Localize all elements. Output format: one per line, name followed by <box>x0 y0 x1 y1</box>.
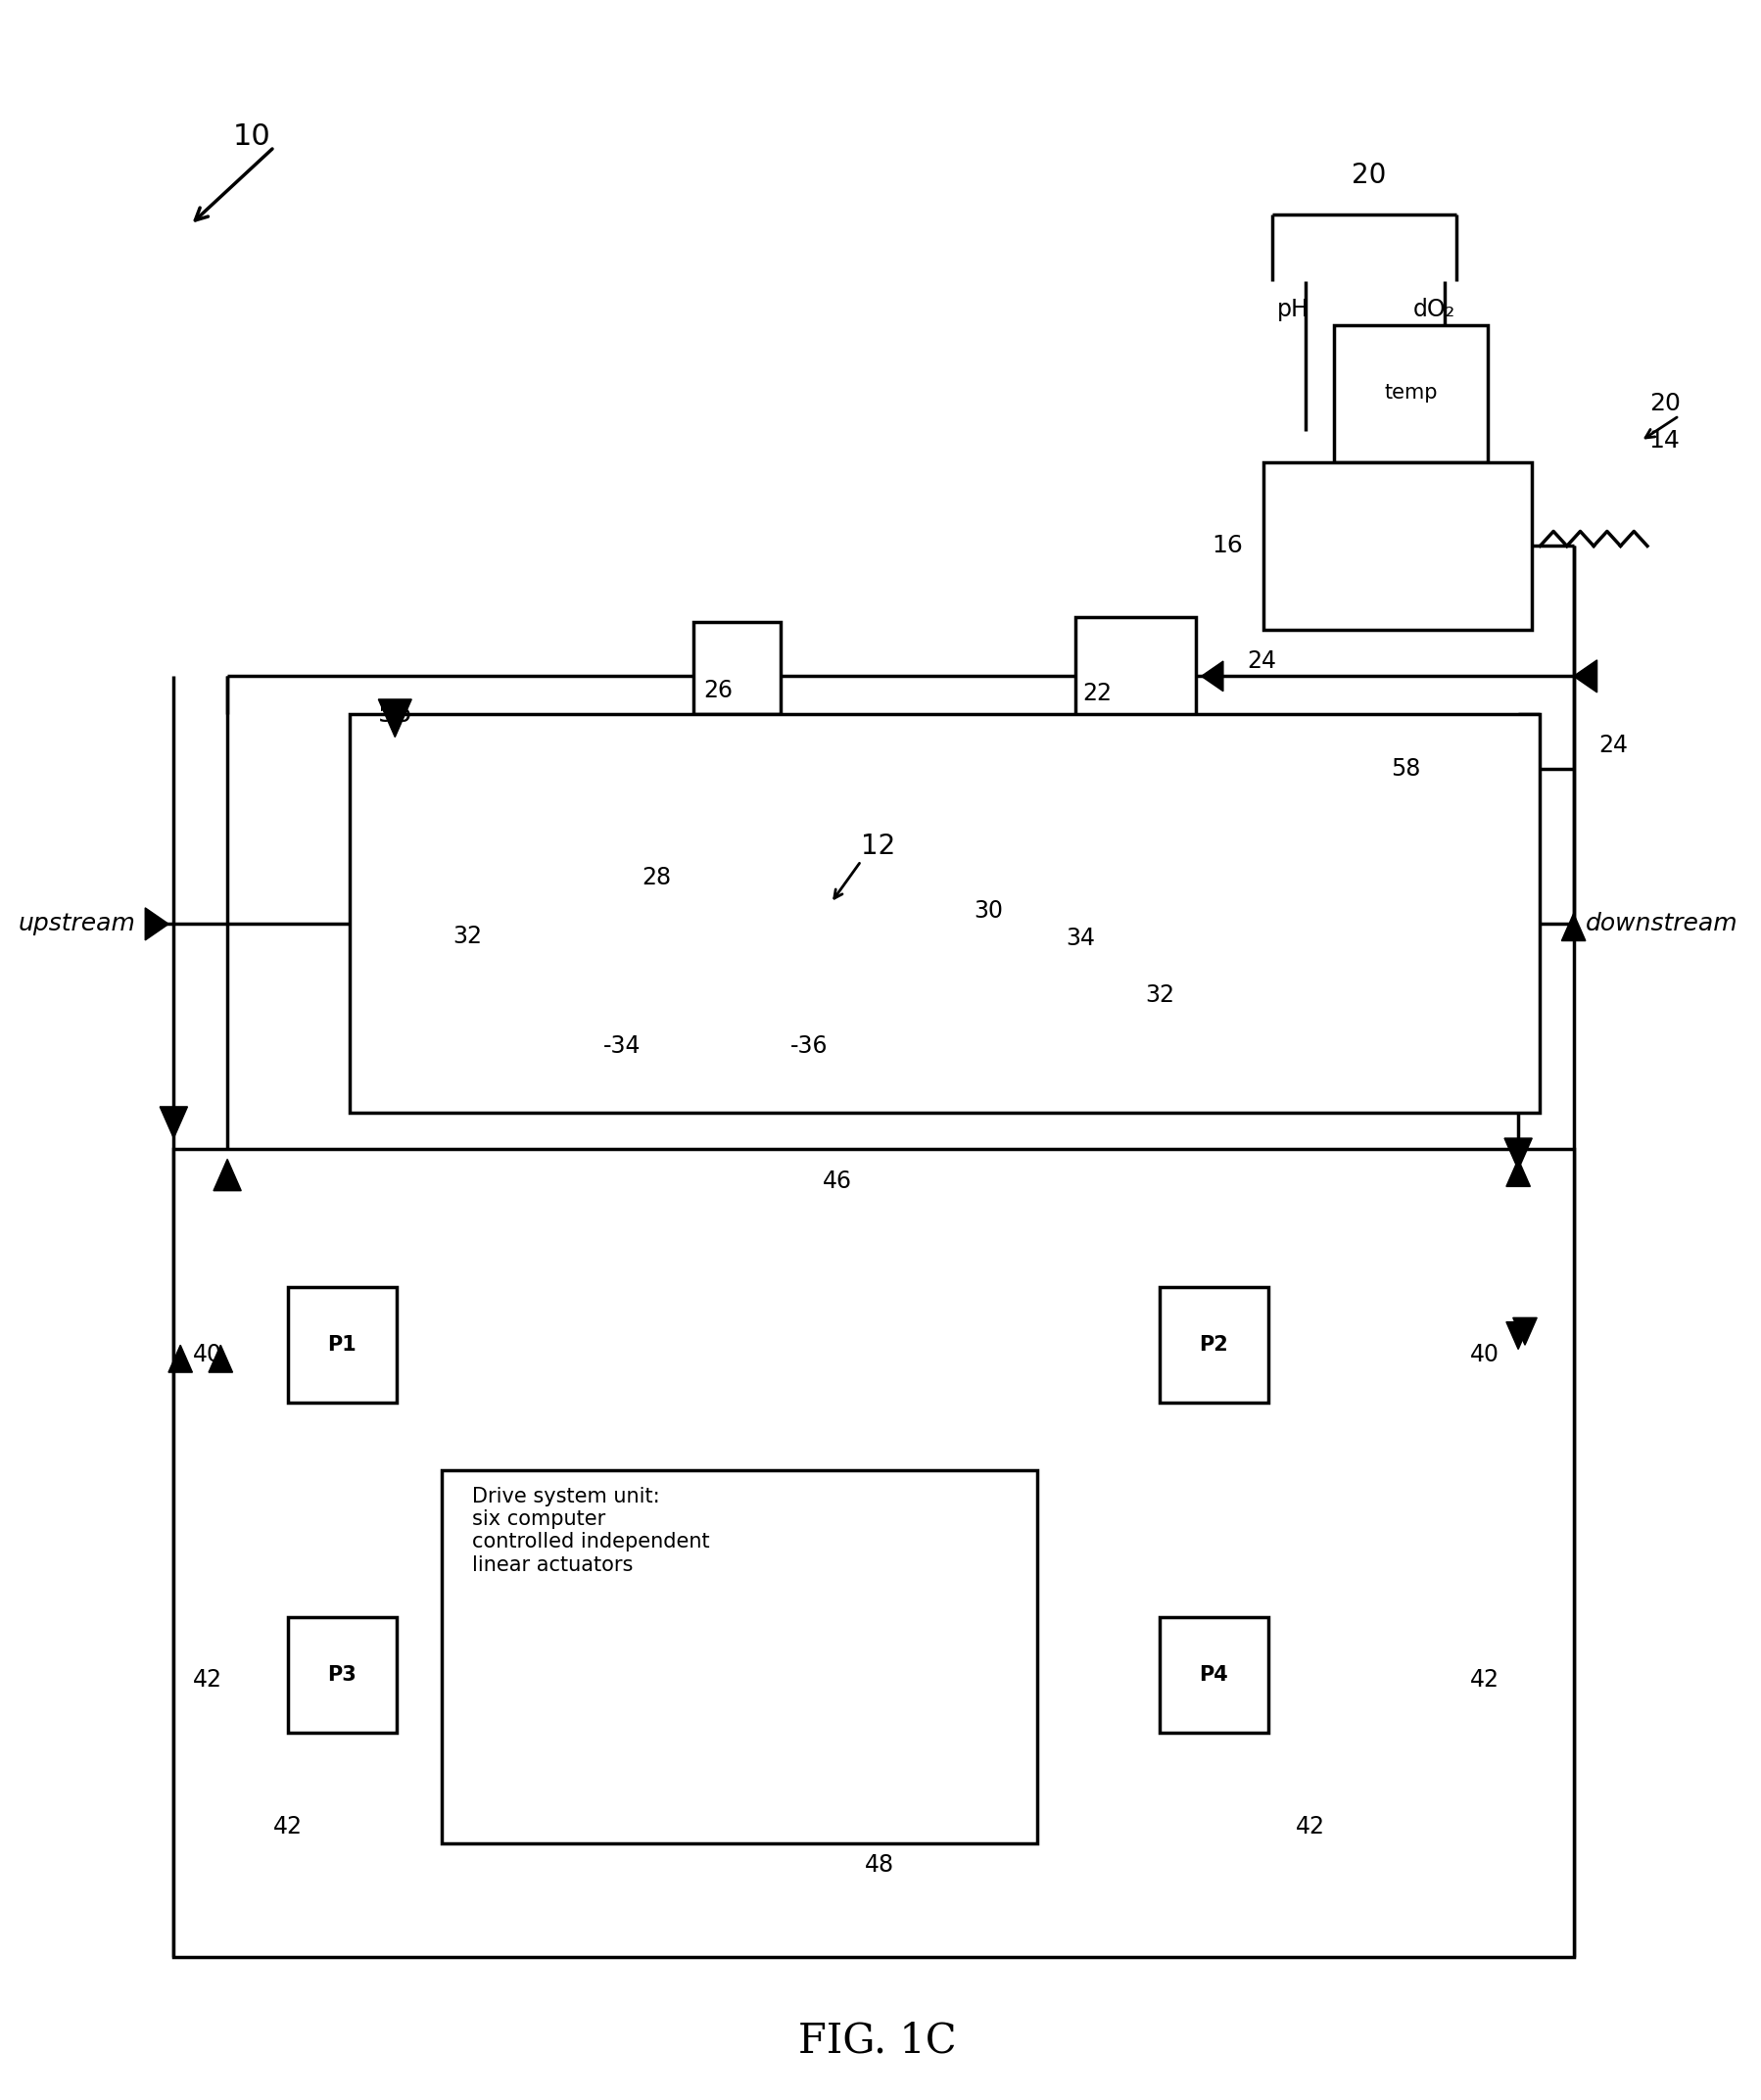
Polygon shape <box>160 1107 187 1138</box>
Text: P2: P2 <box>1199 1336 1227 1354</box>
Text: 20: 20 <box>1648 391 1680 416</box>
Bar <box>1159 1287 1268 1403</box>
Bar <box>1448 722 1522 815</box>
Bar <box>1159 1617 1268 1732</box>
Polygon shape <box>169 1344 192 1373</box>
Text: 34: 34 <box>1065 926 1094 951</box>
Text: 40: 40 <box>192 1342 222 1367</box>
Bar <box>174 1149 1573 1957</box>
Bar <box>1074 617 1196 718</box>
Text: P4: P4 <box>1199 1665 1227 1684</box>
Text: downstream: downstream <box>1585 911 1736 937</box>
Polygon shape <box>1513 1319 1536 1344</box>
Text: 22: 22 <box>1081 680 1111 706</box>
Text: 20: 20 <box>1351 162 1386 189</box>
Text: 42: 42 <box>1294 1814 1324 1840</box>
Bar <box>694 622 780 714</box>
Bar <box>442 1470 1037 1844</box>
Text: 26: 26 <box>703 678 733 704</box>
Text: 40: 40 <box>1469 1342 1499 1367</box>
Text: P1: P1 <box>328 1336 356 1354</box>
Text: 28: 28 <box>641 865 671 890</box>
Polygon shape <box>1201 662 1222 691</box>
Text: 48: 48 <box>865 1852 893 1877</box>
Polygon shape <box>208 1344 232 1373</box>
Text: 14: 14 <box>1648 428 1680 454</box>
Text: temp: temp <box>1384 382 1437 403</box>
Text: FIG. 1C: FIG. 1C <box>798 2020 956 2062</box>
Text: 42: 42 <box>1469 1667 1499 1693</box>
Text: 24: 24 <box>1597 733 1627 758</box>
Text: 56: 56 <box>379 699 412 729</box>
Text: 10: 10 <box>232 122 269 151</box>
Text: P3: P3 <box>328 1665 356 1684</box>
Bar <box>349 714 1539 1113</box>
Text: 16: 16 <box>1212 533 1243 559</box>
Text: upstream: upstream <box>18 911 136 937</box>
Text: 12: 12 <box>859 832 895 861</box>
Text: 30: 30 <box>972 899 1002 924</box>
Text: 32: 32 <box>1145 983 1173 1008</box>
Bar <box>287 1287 396 1403</box>
Polygon shape <box>1560 914 1585 941</box>
Polygon shape <box>1506 1159 1529 1186</box>
Polygon shape <box>1573 659 1595 693</box>
Text: 46: 46 <box>822 1170 852 1193</box>
Polygon shape <box>379 699 412 737</box>
Text: 32: 32 <box>453 924 481 949</box>
Polygon shape <box>1504 1138 1532 1170</box>
Text: -36: -36 <box>791 1033 828 1058</box>
Bar <box>287 1617 396 1732</box>
Text: 42: 42 <box>273 1814 303 1840</box>
Text: dO₂: dO₂ <box>1412 298 1455 321</box>
Text: -34: -34 <box>602 1033 641 1058</box>
Polygon shape <box>1506 1323 1529 1348</box>
Bar <box>1333 326 1488 462</box>
Text: 24: 24 <box>1247 649 1275 674</box>
Polygon shape <box>144 907 169 941</box>
Text: 42: 42 <box>192 1667 222 1693</box>
Text: Drive system unit:
six computer
controlled independent
linear actuators: Drive system unit: six computer controll… <box>472 1487 710 1575</box>
Bar <box>1263 462 1530 630</box>
Text: 58: 58 <box>1391 756 1419 781</box>
Polygon shape <box>213 1159 241 1191</box>
Text: pH: pH <box>1277 298 1308 321</box>
